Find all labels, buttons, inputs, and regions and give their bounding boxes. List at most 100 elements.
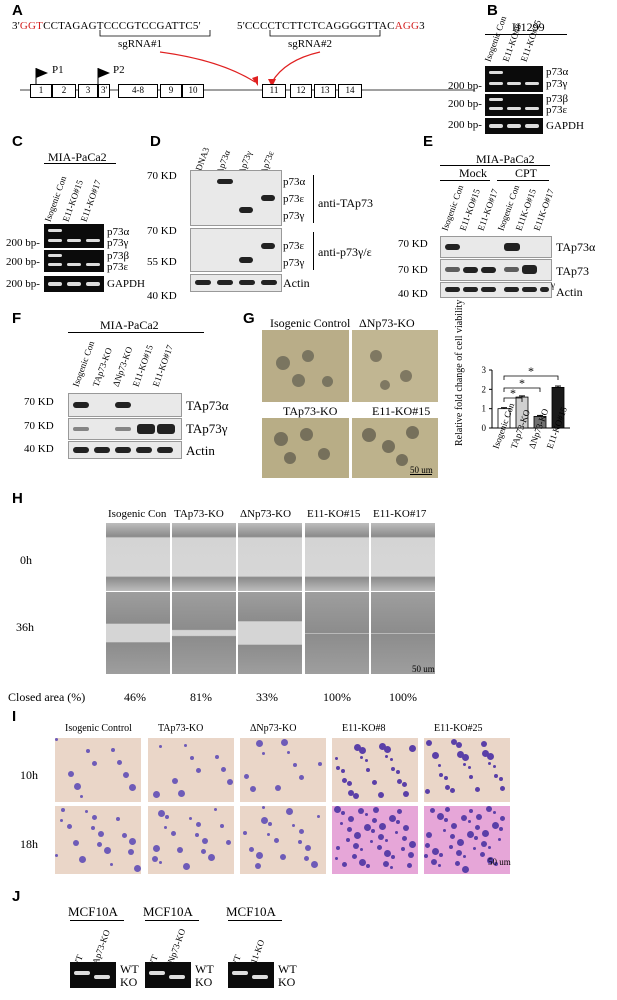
y-tick-label: 1 xyxy=(482,404,487,414)
panel-h-image-0h-1 xyxy=(106,523,170,591)
panel-f-blot-actin xyxy=(68,441,182,459)
panel-h-closed-value-1: 46% xyxy=(124,690,146,704)
sig-bracket-2 xyxy=(503,387,541,392)
panel-g-image-isogenic xyxy=(262,330,349,402)
panel-d-label: D xyxy=(150,133,161,150)
panel-b-gel-gapdh xyxy=(485,118,543,134)
panel-e-blot-actin xyxy=(440,282,552,298)
panel-h-closed-value-3: 33% xyxy=(256,690,278,704)
panel-j-title-1: MCF10A xyxy=(68,904,118,919)
exon-3-prime: 3' xyxy=(98,84,110,98)
exon-12: 12 xyxy=(290,84,312,98)
panel-j-title-3: MCF10A xyxy=(226,904,276,919)
panel-e-label: E xyxy=(423,133,434,150)
panel-f-blot-tap73a xyxy=(68,393,182,417)
sgrna1-label: sgRNA#1 xyxy=(118,38,163,50)
panel-g-label: G xyxy=(243,310,255,327)
exon-11: 11 xyxy=(262,84,286,98)
panel-j-band-label-2-2: KO xyxy=(195,975,213,989)
panel-h-image-0h-2 xyxy=(172,523,236,591)
sig-star-1: * xyxy=(510,386,516,400)
panel-h-image-0h-5 xyxy=(371,523,435,591)
panel-j-band-label-3-1: WT xyxy=(278,962,297,976)
panel-b-gel-2 xyxy=(485,94,543,116)
sgrna2-label: sgRNA#2 xyxy=(288,38,333,50)
panel-e-blot-tap73 xyxy=(440,259,552,281)
panel-h-col-label-4: E11-KO#15 xyxy=(307,508,361,520)
panel-g-image-dnp73 xyxy=(352,330,438,402)
panel-h-col-label-5: E11-KO#17 xyxy=(373,508,427,520)
panel-i-image-10h-5 xyxy=(424,738,510,802)
panel-j-band-label-1-1: WT xyxy=(120,962,139,976)
panel-h-closed-value-2: 81% xyxy=(190,690,212,704)
panel-j-band-label-1-2: KO xyxy=(120,975,138,989)
panel-i-image-10h-4 xyxy=(332,738,418,802)
panel-h-image-36h-2 xyxy=(172,592,236,674)
panel-h-col-label-2: TAp73-KO xyxy=(174,508,224,520)
panel-i-image-18h-1 xyxy=(55,806,141,874)
panel-i-scale: 50 um xyxy=(488,857,511,867)
panel-i-col-label-5: E11-KO#25 xyxy=(434,723,483,734)
panel-h-image-0h-4 xyxy=(305,523,369,591)
panel-h-col-label-3: ΔNp73-KO xyxy=(240,508,292,520)
exon-13: 13 xyxy=(314,84,336,98)
sgrna2-sequence: 5'CCCCTCTTCTCAGGGGTTACAGG3 xyxy=(237,20,425,32)
sgrna1-sequence: 3'GGTCCTAGAGTCCCGTCCGATTC5' xyxy=(12,20,201,32)
panel-j-label: J xyxy=(12,888,21,905)
sig-bracket-3 xyxy=(503,375,559,380)
panel-c-gel-1 xyxy=(44,224,104,248)
panel-g-ylabel: Relative fold change of cell viability xyxy=(454,299,465,446)
panel-h-closed-value-5: 100% xyxy=(389,690,417,704)
panel-h-col-label-1: Isogenic Con xyxy=(108,508,167,520)
sig-bracket-1 xyxy=(503,397,523,402)
exon-10: 10 xyxy=(182,84,204,98)
panel-h-image-36h-1 xyxy=(106,592,170,674)
panel-h-closed-value-4: 100% xyxy=(323,690,351,704)
panel-c-label: C xyxy=(12,133,23,150)
y-tick-label: 0 xyxy=(482,423,487,433)
panel-h-image-0h-3 xyxy=(238,523,302,591)
panel-h-label: H xyxy=(12,490,23,507)
panel-i-image-10h-3 xyxy=(240,738,326,802)
primer-p2-label: P2 xyxy=(113,64,125,76)
panel-i-image-18h-2 xyxy=(148,806,234,874)
panel-g-image-tap73 xyxy=(262,418,349,478)
exon-9: 9 xyxy=(160,84,182,98)
panel-i-image-18h-4 xyxy=(332,806,418,874)
panel-i-col-label-4: E11-KO#8 xyxy=(342,723,386,734)
panel-f-blot-tap73g xyxy=(68,418,182,440)
panel-d-blot-tap73 xyxy=(190,170,282,226)
exon-1: 1 xyxy=(30,84,52,98)
exon-3: 3 xyxy=(78,84,98,98)
panel-j-band-label-3-2: KO xyxy=(278,975,296,989)
panel-b-cell-line: H1299 xyxy=(512,20,545,34)
panel-j-gel-1 xyxy=(70,962,116,988)
panel-h-image-36h-3 xyxy=(238,592,302,674)
panel-a-label: A xyxy=(12,2,23,19)
y-tick-label: 2 xyxy=(482,384,487,394)
sig-star-3: * xyxy=(528,364,534,378)
panel-h-scale: 50 um xyxy=(412,664,435,674)
exon-14: 14 xyxy=(338,84,362,98)
panel-j-title-2: MCF10A xyxy=(143,904,193,919)
exon-4-8: 4-8 xyxy=(118,84,158,98)
panel-j-gel-3 xyxy=(228,962,274,988)
panel-i-image-18h-3 xyxy=(240,806,326,874)
panel-i-col-label-2: TAp73-KO xyxy=(158,723,204,734)
panel-i-col-label-3: ΔNp73-KO xyxy=(250,723,297,734)
panel-j-band-label-2-1: WT xyxy=(195,962,214,976)
y-tick-label: 3 xyxy=(482,365,487,375)
exon-2: 2 xyxy=(52,84,76,98)
panel-d-blot-actin xyxy=(190,274,282,292)
panel-b-label: B xyxy=(487,2,498,19)
panel-f-label: F xyxy=(12,310,22,327)
panel-e-blot-tap73a xyxy=(440,236,552,258)
panel-g-image-e11 xyxy=(352,418,438,478)
panel-i-image-10h-1 xyxy=(55,738,141,802)
panel-i-label: I xyxy=(12,708,17,725)
panel-i-col-label-1: Isogenic Control xyxy=(65,723,132,734)
panel-d-blot-p73ge xyxy=(190,228,282,272)
primer-p1-label: P1 xyxy=(52,64,64,76)
panel-c-gel-gapdh xyxy=(44,276,104,292)
panel-i-image-10h-2 xyxy=(148,738,234,802)
